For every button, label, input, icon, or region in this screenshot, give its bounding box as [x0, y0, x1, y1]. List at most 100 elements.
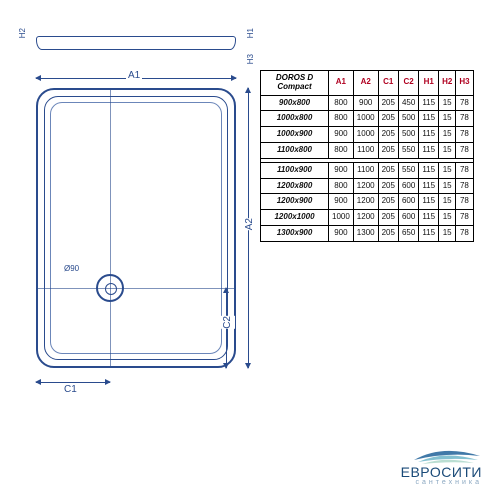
label-a2: A2: [242, 218, 257, 230]
value-cell: 550: [398, 142, 418, 158]
value-cell: 15: [439, 127, 456, 143]
value-cell: 115: [419, 111, 439, 127]
value-cell: 78: [456, 111, 473, 127]
technical-drawing: H2 H1 H3 A1 Ø90 A2 C2 C1: [8, 8, 258, 478]
logo-swish-icon: [412, 442, 482, 466]
value-cell: 450: [398, 95, 418, 111]
value-cell: 15: [439, 178, 456, 194]
column-header: H1: [419, 71, 439, 96]
label-drain: Ø90: [64, 264, 79, 273]
value-cell: 900: [329, 194, 354, 210]
value-cell: 205: [378, 111, 398, 127]
value-cell: 550: [398, 162, 418, 178]
value-cell: 115: [419, 95, 439, 111]
value-cell: 205: [378, 127, 398, 143]
label-h3: H3: [246, 54, 255, 64]
value-cell: 900: [329, 127, 354, 143]
table-header: DOROS D CompactA1A2C1C2H1H2H3: [261, 71, 474, 96]
model-cell: 1200x1000: [261, 210, 329, 226]
value-cell: 650: [398, 225, 418, 241]
value-cell: 205: [378, 178, 398, 194]
plan-view: Ø90: [36, 88, 236, 368]
value-cell: 900: [329, 162, 354, 178]
model-cell: 1000x800: [261, 111, 329, 127]
value-cell: 800: [329, 95, 354, 111]
column-header: H2: [439, 71, 456, 96]
value-cell: 1200: [353, 194, 378, 210]
model-cell: 1100x900: [261, 162, 329, 178]
value-cell: 15: [439, 111, 456, 127]
value-cell: 115: [419, 210, 439, 226]
column-header: A2: [353, 71, 378, 96]
value-cell: 15: [439, 142, 456, 158]
value-cell: 115: [419, 127, 439, 143]
value-cell: 1200: [353, 178, 378, 194]
table-row: 1000x80080010002055001151578: [261, 111, 474, 127]
value-cell: 78: [456, 225, 473, 241]
value-cell: 600: [398, 178, 418, 194]
value-cell: 205: [378, 210, 398, 226]
value-cell: 15: [439, 210, 456, 226]
value-cell: 205: [378, 162, 398, 178]
side-profile: [36, 30, 236, 54]
table-row: 1200x80080012002056001151578: [261, 178, 474, 194]
value-cell: 115: [419, 194, 439, 210]
label-c2: C2: [220, 316, 235, 329]
value-cell: 78: [456, 127, 473, 143]
spec-table: DOROS D CompactA1A2C1C2H1H2H3 900x800800…: [260, 70, 474, 242]
value-cell: 78: [456, 178, 473, 194]
table-row: 1200x1000100012002056001151578: [261, 210, 474, 226]
logo-text-main: ЕВРОСИТИ: [401, 464, 482, 480]
value-cell: 1000: [353, 111, 378, 127]
value-cell: 205: [378, 142, 398, 158]
label-c1: C1: [62, 384, 79, 395]
brand-logo: ЕВРОСИТИ сантехника: [401, 442, 482, 486]
value-cell: 1000: [329, 210, 354, 226]
table-row: 1300x90090013002056501151578: [261, 225, 474, 241]
label-a1: A1: [126, 70, 142, 81]
column-header: H3: [456, 71, 473, 96]
model-cell: 900x800: [261, 95, 329, 111]
value-cell: 800: [329, 178, 354, 194]
value-cell: 600: [398, 194, 418, 210]
column-header: A1: [329, 71, 354, 96]
value-cell: 15: [439, 225, 456, 241]
table-title: DOROS D Compact: [261, 71, 329, 96]
value-cell: 800: [329, 142, 354, 158]
value-cell: 500: [398, 111, 418, 127]
dim-c1-line: [36, 382, 110, 383]
model-cell: 1100x800: [261, 142, 329, 158]
table-body: 900x80080090020545011515781000x800800100…: [261, 95, 474, 241]
value-cell: 15: [439, 162, 456, 178]
value-cell: 1200: [353, 210, 378, 226]
model-cell: 1200x900: [261, 194, 329, 210]
value-cell: 500: [398, 127, 418, 143]
value-cell: 800: [329, 111, 354, 127]
value-cell: 115: [419, 142, 439, 158]
value-cell: 900: [353, 95, 378, 111]
table-row: 1100x90090011002055501151578: [261, 162, 474, 178]
value-cell: 1300: [353, 225, 378, 241]
table-row: 1200x90090012002056001151578: [261, 194, 474, 210]
table-row: 1000x90090010002055001151578: [261, 127, 474, 143]
value-cell: 1000: [353, 127, 378, 143]
model-cell: 1000x900: [261, 127, 329, 143]
model-cell: 1200x800: [261, 178, 329, 194]
value-cell: 78: [456, 194, 473, 210]
value-cell: 900: [329, 225, 354, 241]
column-header: C2: [398, 71, 418, 96]
value-cell: 15: [439, 95, 456, 111]
value-cell: 115: [419, 225, 439, 241]
value-cell: 1100: [353, 142, 378, 158]
value-cell: 115: [419, 162, 439, 178]
value-cell: 78: [456, 142, 473, 158]
value-cell: 78: [456, 210, 473, 226]
label-h1: H1: [246, 28, 255, 38]
logo-text-sub: сантехника: [401, 479, 482, 486]
table-row: 1100x80080011002055501151578: [261, 142, 474, 158]
value-cell: 205: [378, 225, 398, 241]
value-cell: 205: [378, 194, 398, 210]
value-cell: 205: [378, 95, 398, 111]
value-cell: 1100: [353, 162, 378, 178]
value-cell: 115: [419, 178, 439, 194]
